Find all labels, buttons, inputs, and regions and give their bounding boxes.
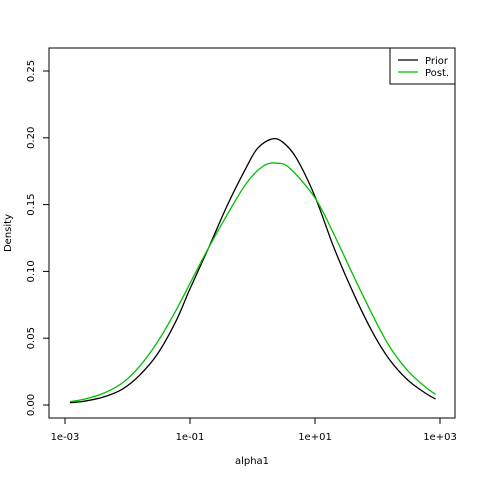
- x-tick-label: 1e+01: [298, 432, 332, 443]
- x-tick-label: 1e-03: [51, 432, 80, 443]
- y-tick-label: 0.00: [26, 394, 37, 416]
- series-line-prior: [69, 137, 436, 404]
- x-tick-label: 1e+03: [423, 432, 457, 443]
- plot-frame: [48, 47, 456, 419]
- y-axis-title: Density: [3, 214, 14, 252]
- y-tick-label: 0.25: [26, 60, 37, 82]
- axes-layer: 1e-03 1e-01 1e+01 1e+03 0.00 0.05 0.10 0.15 0.20…: [26, 60, 457, 443]
- x-tick-label: 1e-01: [176, 432, 205, 443]
- y-tick-label: 0.20: [26, 127, 37, 149]
- y-tick-label: 0.15: [26, 193, 37, 215]
- y-tick-label: 0.10: [26, 260, 37, 282]
- legend-label: Post.: [425, 68, 449, 79]
- series-line-post: [69, 162, 436, 403]
- legend-box: [389, 47, 456, 85]
- y-tick-label: 0.05: [26, 327, 37, 349]
- series-layer: [69, 137, 436, 404]
- x-axis-title: alpha1: [235, 456, 269, 467]
- legend-label: Prior: [425, 56, 449, 67]
